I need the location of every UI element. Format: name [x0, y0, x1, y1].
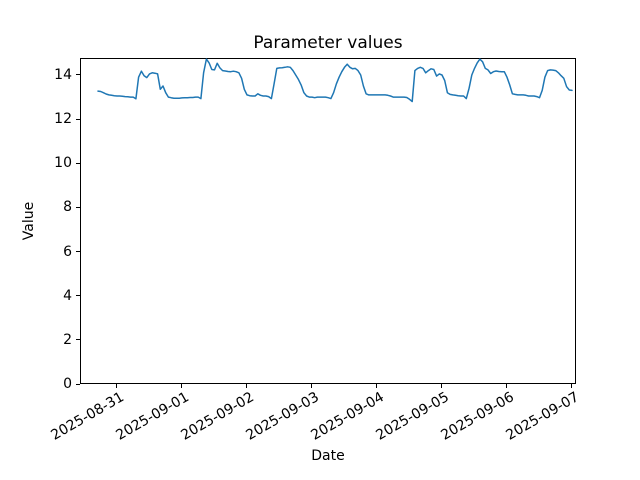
y-tick-mark [76, 206, 80, 208]
y-axis-label: Value [21, 201, 37, 241]
x-tick-label: 2025-09-03 [243, 389, 322, 444]
y-tick-label: 4 [63, 287, 72, 304]
y-tick-label: 12 [54, 111, 72, 128]
x-tick-mark [376, 384, 378, 388]
x-tick-mark [181, 384, 183, 388]
y-tick-label: 6 [63, 243, 72, 260]
x-tick-mark [116, 384, 118, 388]
y-tick-mark [76, 251, 80, 253]
x-tick-mark [441, 384, 443, 388]
x-tick-label: 2025-09-05 [373, 389, 452, 444]
y-tick-mark [76, 339, 80, 341]
x-axis-label: Date [311, 448, 345, 464]
x-tick-label: 2025-09-02 [178, 389, 257, 444]
x-tick-label: 2025-08-31 [48, 389, 127, 444]
x-tick-label: 2025-09-01 [113, 389, 192, 444]
x-tick-mark [246, 384, 248, 388]
y-tick-mark [76, 74, 80, 76]
y-tick-label: 14 [54, 66, 72, 83]
x-tick-label: 2025-09-07 [503, 389, 582, 444]
chart-title: Parameter values [253, 33, 403, 53]
x-tick-mark [311, 384, 313, 388]
y-tick-mark [76, 295, 80, 297]
x-tick-mark [506, 384, 508, 388]
x-tick-label: 2025-09-04 [308, 389, 387, 444]
y-tick-label: 0 [63, 376, 72, 392]
y-tick-label: 10 [54, 155, 72, 172]
y-tick-label: 8 [63, 199, 72, 216]
x-tick-label: 2025-09-06 [438, 389, 517, 444]
y-tick-mark [76, 118, 80, 120]
x-tick-mark [571, 384, 573, 388]
y-tick-mark [76, 383, 80, 385]
y-tick-mark [76, 162, 80, 164]
plot-area [80, 58, 576, 384]
y-tick-label: 2 [63, 331, 72, 348]
